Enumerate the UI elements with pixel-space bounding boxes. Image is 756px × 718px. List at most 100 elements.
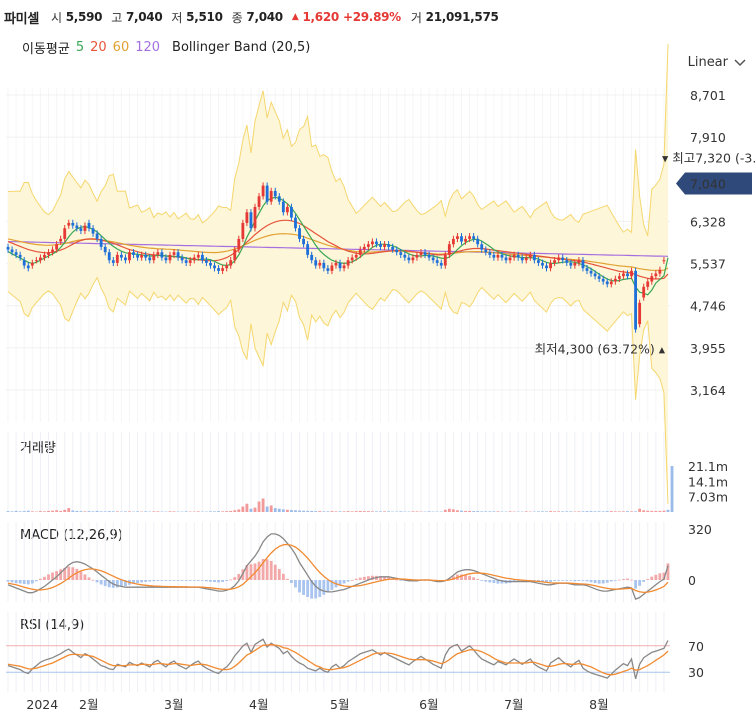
candle-body	[91, 228, 95, 234]
volume-bar	[95, 510, 99, 512]
volume-bar	[415, 511, 419, 512]
macd-line	[7, 533, 669, 600]
macd-histogram-bar	[168, 580, 172, 581]
candle-body	[484, 249, 488, 253]
candle-body	[148, 257, 152, 261]
macd-histogram-bar	[646, 579, 650, 580]
candle-body	[427, 254, 431, 258]
macd-histogram-bar	[51, 572, 54, 580]
candle-body	[132, 252, 135, 255]
candle-body	[419, 252, 423, 255]
macd-histogram-bar	[399, 580, 403, 581]
volume-bar	[642, 510, 646, 512]
volume-bar	[447, 508, 451, 512]
candle-body	[654, 273, 658, 277]
volume-bar	[601, 511, 605, 512]
candle-body	[403, 254, 407, 258]
x-tick-label: 3월	[164, 697, 183, 712]
macd-histogram-bar	[306, 580, 310, 598]
macd-histogram-bar	[200, 580, 204, 581]
high-annotation: ▾ 최고7,320 (-3.83%)	[662, 151, 756, 166]
ma120-legend[interactable]: 120	[135, 40, 161, 55]
macd-histogram-bar	[237, 573, 241, 580]
volume-bar	[354, 511, 358, 512]
candle-body	[508, 257, 512, 261]
volume-bar	[597, 511, 601, 512]
volume-bar	[557, 511, 561, 512]
volume-bar	[524, 511, 528, 512]
volume-bar	[91, 511, 95, 512]
volume-bar	[285, 509, 289, 512]
volume-bar	[209, 511, 212, 512]
volume-bar	[318, 511, 322, 512]
volume-bar	[59, 510, 63, 512]
candle-body	[172, 252, 176, 255]
scale-label: Linear	[687, 55, 728, 70]
candle-body	[613, 278, 617, 282]
volume-bar	[261, 498, 265, 512]
x-tick-label: 7월	[504, 697, 523, 712]
candle-body	[265, 185, 269, 202]
volume-bar	[666, 509, 670, 512]
candle-body	[160, 252, 164, 258]
volume-bar	[273, 508, 277, 512]
volume-bar	[310, 510, 314, 512]
volume-bar	[581, 511, 585, 512]
volume-bar	[464, 510, 467, 512]
macd-histogram-bar	[30, 580, 34, 584]
candle-body	[460, 236, 463, 242]
high-label: 고	[111, 10, 122, 25]
candle-body	[573, 262, 577, 266]
macd-histogram-bar	[565, 580, 569, 581]
macd-histogram-bar	[581, 580, 585, 581]
candle-body	[407, 257, 411, 261]
x-tick-label: 2024	[26, 697, 58, 712]
candle-body	[391, 246, 395, 250]
candle-body	[520, 257, 524, 261]
volume-bar	[617, 511, 621, 512]
macd-histogram-bar	[484, 580, 488, 582]
volume-bar	[488, 511, 492, 512]
macd-histogram-bar	[314, 580, 318, 599]
candle-body	[488, 252, 492, 255]
candle-body	[650, 276, 654, 282]
candle-body	[196, 254, 200, 258]
ma5-legend[interactable]: 5	[75, 40, 85, 55]
open-value: 5,590	[65, 10, 103, 24]
volume-bar	[103, 511, 107, 512]
candle-body	[6, 246, 10, 250]
ma-label[interactable]: 이동평균	[22, 42, 70, 57]
volume-bar	[290, 510, 293, 512]
candle-body	[626, 273, 629, 277]
candle-body	[638, 302, 642, 325]
candle-body	[622, 273, 625, 277]
macd-histogram-bar	[354, 578, 358, 580]
change-value: 1,620	[302, 10, 339, 24]
bollinger-legend[interactable]: Bollinger Band (20,5)	[172, 40, 311, 55]
macd-histogram-bar	[460, 574, 463, 580]
macd-histogram-bar	[63, 567, 67, 580]
candle-body	[528, 254, 532, 258]
volume-tick-label: 7.03m	[688, 490, 728, 505]
ma20-legend[interactable]: 20	[90, 40, 107, 55]
volume-bar	[213, 511, 216, 512]
macd-histogram-bar	[326, 580, 330, 593]
candle-body	[302, 238, 306, 245]
volume-bar	[128, 511, 131, 512]
candle-body	[253, 206, 257, 229]
x-tick-label: 5월	[330, 697, 349, 712]
volume-bar	[172, 511, 176, 512]
macd-histogram-bar	[213, 580, 216, 583]
volume-bar	[456, 510, 459, 512]
ma60-legend[interactable]: 60	[112, 40, 130, 55]
macd-histogram-bar	[229, 579, 233, 581]
scale-selector[interactable]: Linear	[688, 55, 746, 70]
volume-bar	[379, 511, 382, 512]
macd-histogram-bar	[342, 580, 346, 584]
candle-body	[59, 238, 63, 242]
macd-histogram-bar	[468, 575, 472, 580]
volume-bar	[156, 511, 160, 512]
macd-histogram-bar	[573, 580, 577, 582]
macd-histogram-bar	[55, 571, 59, 580]
